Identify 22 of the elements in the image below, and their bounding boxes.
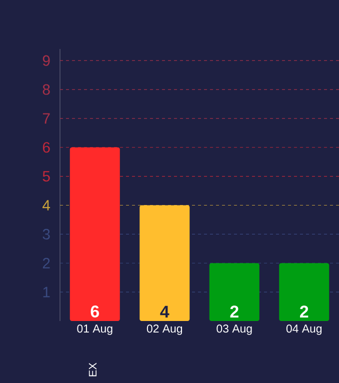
data-label: 6	[90, 305, 99, 318]
x-tick-label: 02 Aug	[146, 324, 182, 335]
y-axis-title: EX	[88, 362, 96, 376]
y-tick-label: 4	[42, 200, 50, 210]
x-tick-label: 01 Aug	[77, 324, 112, 335]
bar	[140, 205, 190, 321]
bar	[70, 147, 120, 321]
y-tick-label: 5	[42, 171, 50, 182]
data-label: 2	[300, 306, 308, 318]
y-tick-label: 6	[42, 142, 50, 153]
y-tick-label: 8	[42, 84, 50, 95]
y-tick-label: 3	[42, 228, 50, 240]
y-tick-label: 2	[42, 258, 50, 268]
bar	[279, 263, 330, 321]
y-tick-label: 1	[43, 286, 50, 298]
x-tick-label: 03 Aug	[216, 324, 252, 335]
data-label: 2	[230, 306, 238, 318]
bar	[209, 263, 260, 321]
x-tick-label: 04 Aug	[286, 324, 322, 335]
y-tick-label: 7	[42, 113, 50, 124]
data-label: 4	[160, 306, 170, 318]
y-tick-label: 9	[42, 55, 50, 66]
